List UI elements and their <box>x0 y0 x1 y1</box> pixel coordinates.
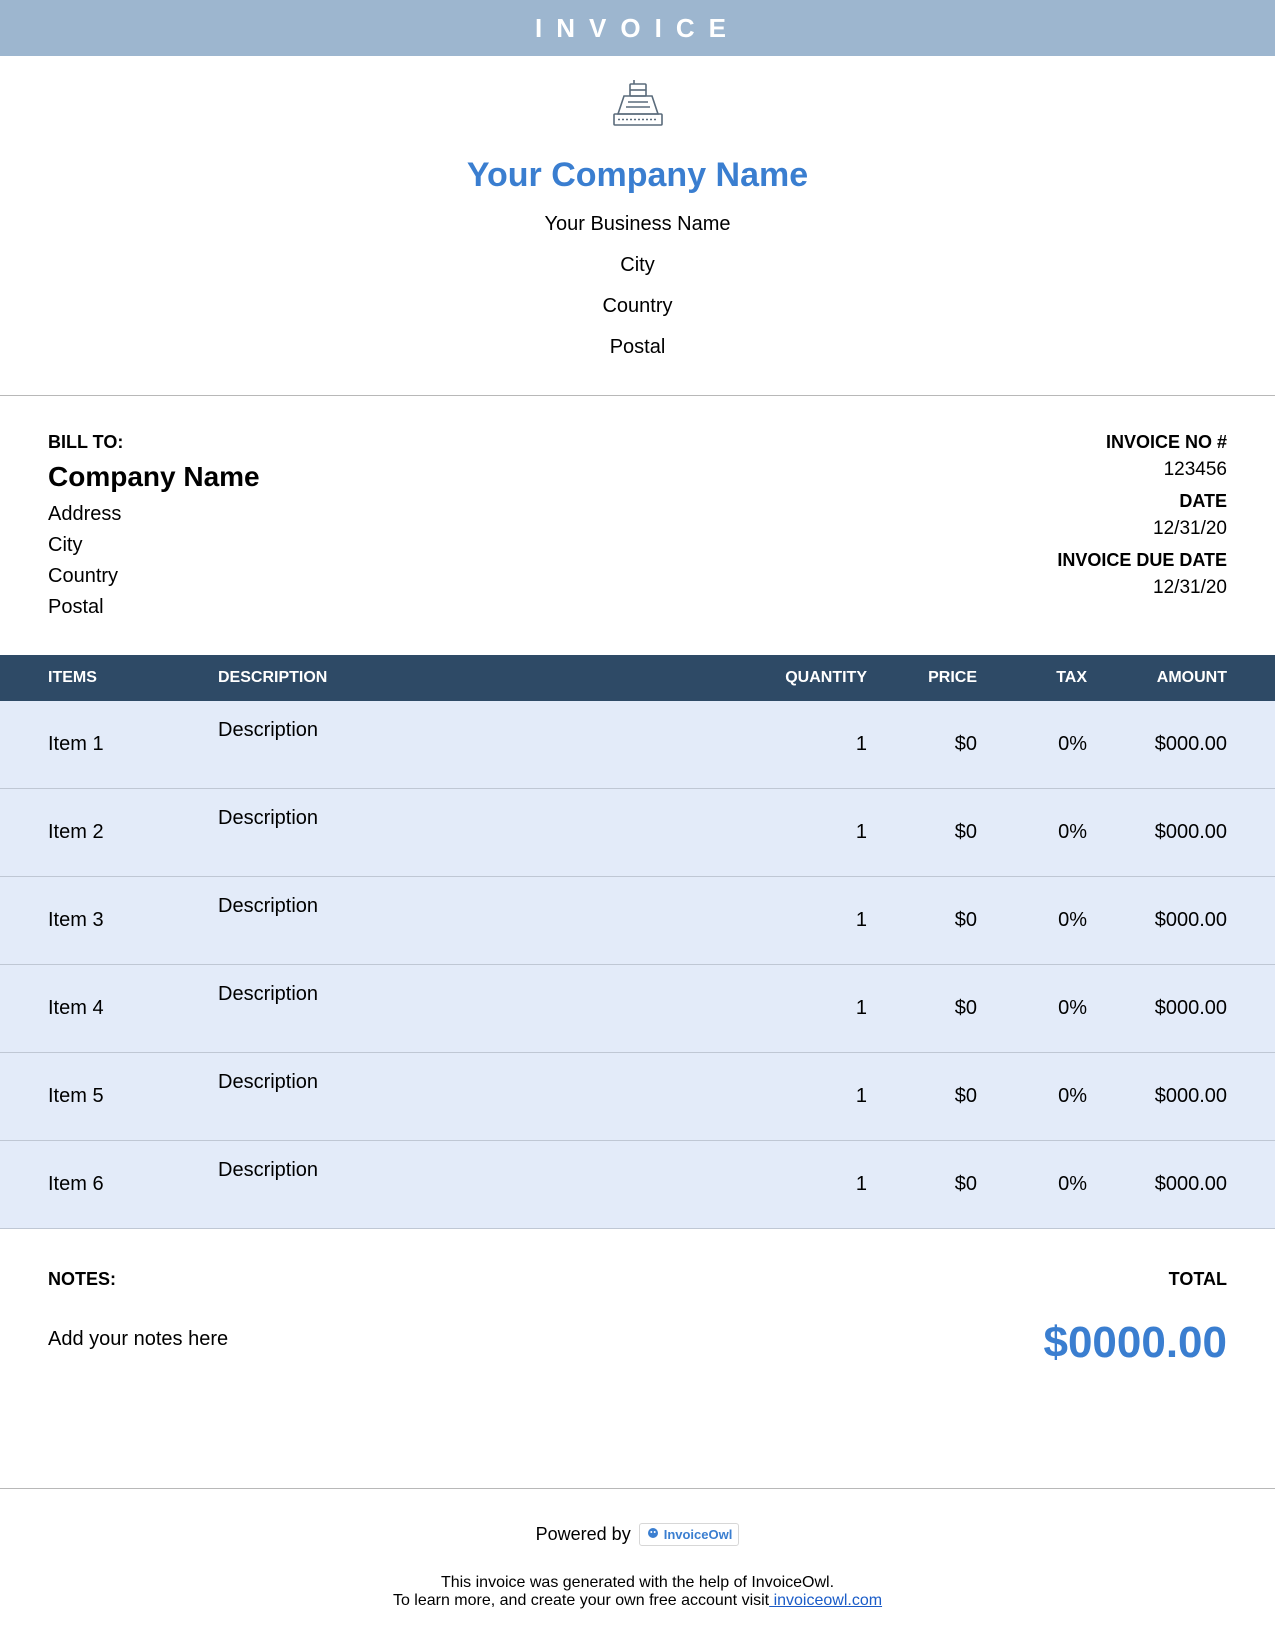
invoice-meta-block: INVOICE NO # 123456 DATE 12/31/20 INVOIC… <box>1057 432 1227 619</box>
table-header: ITEMS DESCRIPTION QUANTITY PRICE TAX AMO… <box>0 655 1275 701</box>
bill-to-company: Company Name <box>48 461 260 493</box>
invoice-date-label: DATE <box>1057 491 1227 512</box>
col-header-price: PRICE <box>867 669 977 687</box>
cell-tax: 0% <box>977 821 1087 844</box>
company-postal: Postal <box>0 336 1275 359</box>
company-city: City <box>0 254 1275 277</box>
powered-by: Powered by InvoiceOwl <box>536 1523 740 1546</box>
summary-row: NOTES: Add your notes here TOTAL $0000.0… <box>0 1229 1275 1368</box>
footer-lines: This invoice was generated with the help… <box>0 1574 1275 1610</box>
company-business-name: Your Business Name <box>0 213 1275 236</box>
cell-price: $0 <box>867 1173 977 1196</box>
cell-tax: 0% <box>977 1085 1087 1108</box>
bill-to-block: BILL TO: Company Name Address City Count… <box>48 432 260 619</box>
meta-row: BILL TO: Company Name Address City Count… <box>0 396 1275 655</box>
cell-price: $0 <box>867 997 977 1020</box>
cell-item: Item 2 <box>48 821 218 844</box>
cell-price: $0 <box>867 821 977 844</box>
cash-register-icon <box>610 78 666 128</box>
cell-description: Description <box>218 1053 737 1094</box>
cell-tax: 0% <box>977 909 1087 932</box>
cell-description: Description <box>218 965 737 1006</box>
company-name: Your Company Name <box>0 156 1275 195</box>
cell-price: $0 <box>867 1085 977 1108</box>
col-header-tax: TAX <box>977 669 1087 687</box>
cell-amount: $000.00 <box>1087 997 1227 1020</box>
cell-quantity: 1 <box>737 821 867 844</box>
notes-label: NOTES: <box>48 1269 228 1290</box>
company-country: Country <box>0 295 1275 318</box>
notes-block: NOTES: Add your notes here <box>48 1269 228 1368</box>
cell-item: Item 1 <box>48 733 218 756</box>
cell-description: Description <box>218 877 737 918</box>
divider-footer <box>0 1488 1275 1489</box>
cell-description: Description <box>218 789 737 830</box>
col-header-amount: AMOUNT <box>1087 669 1227 687</box>
notes-text: Add your notes here <box>48 1328 228 1351</box>
invoiceowl-badge: InvoiceOwl <box>639 1523 740 1546</box>
bill-to-label: BILL TO: <box>48 432 260 453</box>
bill-to-postal: Postal <box>48 596 260 619</box>
total-label: TOTAL <box>1043 1269 1227 1290</box>
table-row: Item 5Description1$00%$000.00 <box>0 1053 1275 1141</box>
cell-amount: $000.00 <box>1087 821 1227 844</box>
footer-link[interactable]: invoiceowl.com <box>769 1592 882 1609</box>
cell-item: Item 6 <box>48 1173 218 1196</box>
banner-title: INVOICE <box>535 13 740 44</box>
footer-line-1: This invoice was generated with the help… <box>0 1574 1275 1592</box>
cell-amount: $000.00 <box>1087 1173 1227 1196</box>
cell-quantity: 1 <box>737 997 867 1020</box>
brand-name: InvoiceOwl <box>664 1527 733 1542</box>
col-header-quantity: QUANTITY <box>737 669 867 687</box>
cell-tax: 0% <box>977 1173 1087 1196</box>
banner: INVOICE <box>0 0 1275 56</box>
cell-tax: 0% <box>977 997 1087 1020</box>
invoice-due-label: INVOICE DUE DATE <box>1057 550 1227 571</box>
company-block: Your Company Name Your Business Name Cit… <box>0 156 1275 359</box>
cell-quantity: 1 <box>737 1085 867 1108</box>
total-value: $0000.00 <box>1043 1318 1227 1368</box>
invoice-date: 12/31/20 <box>1057 518 1227 540</box>
invoice-due: 12/31/20 <box>1057 577 1227 599</box>
table-body: Item 1Description1$00%$000.00Item 2Descr… <box>0 701 1275 1229</box>
cell-item: Item 3 <box>48 909 218 932</box>
cell-quantity: 1 <box>737 1173 867 1196</box>
cell-description: Description <box>218 701 737 742</box>
cell-amount: $000.00 <box>1087 1085 1227 1108</box>
table-row: Item 2Description1$00%$000.00 <box>0 789 1275 877</box>
bill-to-country: Country <box>48 565 260 588</box>
cell-quantity: 1 <box>737 909 867 932</box>
cell-item: Item 5 <box>48 1085 218 1108</box>
cell-amount: $000.00 <box>1087 909 1227 932</box>
table-row: Item 6Description1$00%$000.00 <box>0 1141 1275 1229</box>
bill-to-address: Address <box>48 503 260 526</box>
powered-by-text: Powered by <box>536 1524 631 1545</box>
invoice-number: 123456 <box>1057 459 1227 481</box>
table-row: Item 4Description1$00%$000.00 <box>0 965 1275 1053</box>
cell-price: $0 <box>867 909 977 932</box>
footer-line-2: To learn more, and create your own free … <box>0 1592 1275 1610</box>
col-header-items: ITEMS <box>48 669 218 687</box>
footer-line-2-pre: To learn more, and create your own free … <box>393 1592 769 1609</box>
cell-description: Description <box>218 1141 737 1182</box>
cell-price: $0 <box>867 733 977 756</box>
cell-quantity: 1 <box>737 733 867 756</box>
bill-to-city: City <box>48 534 260 557</box>
total-block: TOTAL $0000.00 <box>1043 1269 1227 1368</box>
cell-amount: $000.00 <box>1087 733 1227 756</box>
cell-tax: 0% <box>977 733 1087 756</box>
footer: Powered by InvoiceOwl This invoice was g… <box>0 1523 1275 1610</box>
table-row: Item 3Description1$00%$000.00 <box>0 877 1275 965</box>
cell-item: Item 4 <box>48 997 218 1020</box>
logo-wrap <box>0 78 1275 128</box>
invoice-page: INVOICE Your Company Name Your Business … <box>0 0 1275 1650</box>
owl-icon <box>646 1526 660 1543</box>
col-header-description: DESCRIPTION <box>218 669 737 687</box>
table-row: Item 1Description1$00%$000.00 <box>0 701 1275 789</box>
invoice-number-label: INVOICE NO # <box>1057 432 1227 453</box>
